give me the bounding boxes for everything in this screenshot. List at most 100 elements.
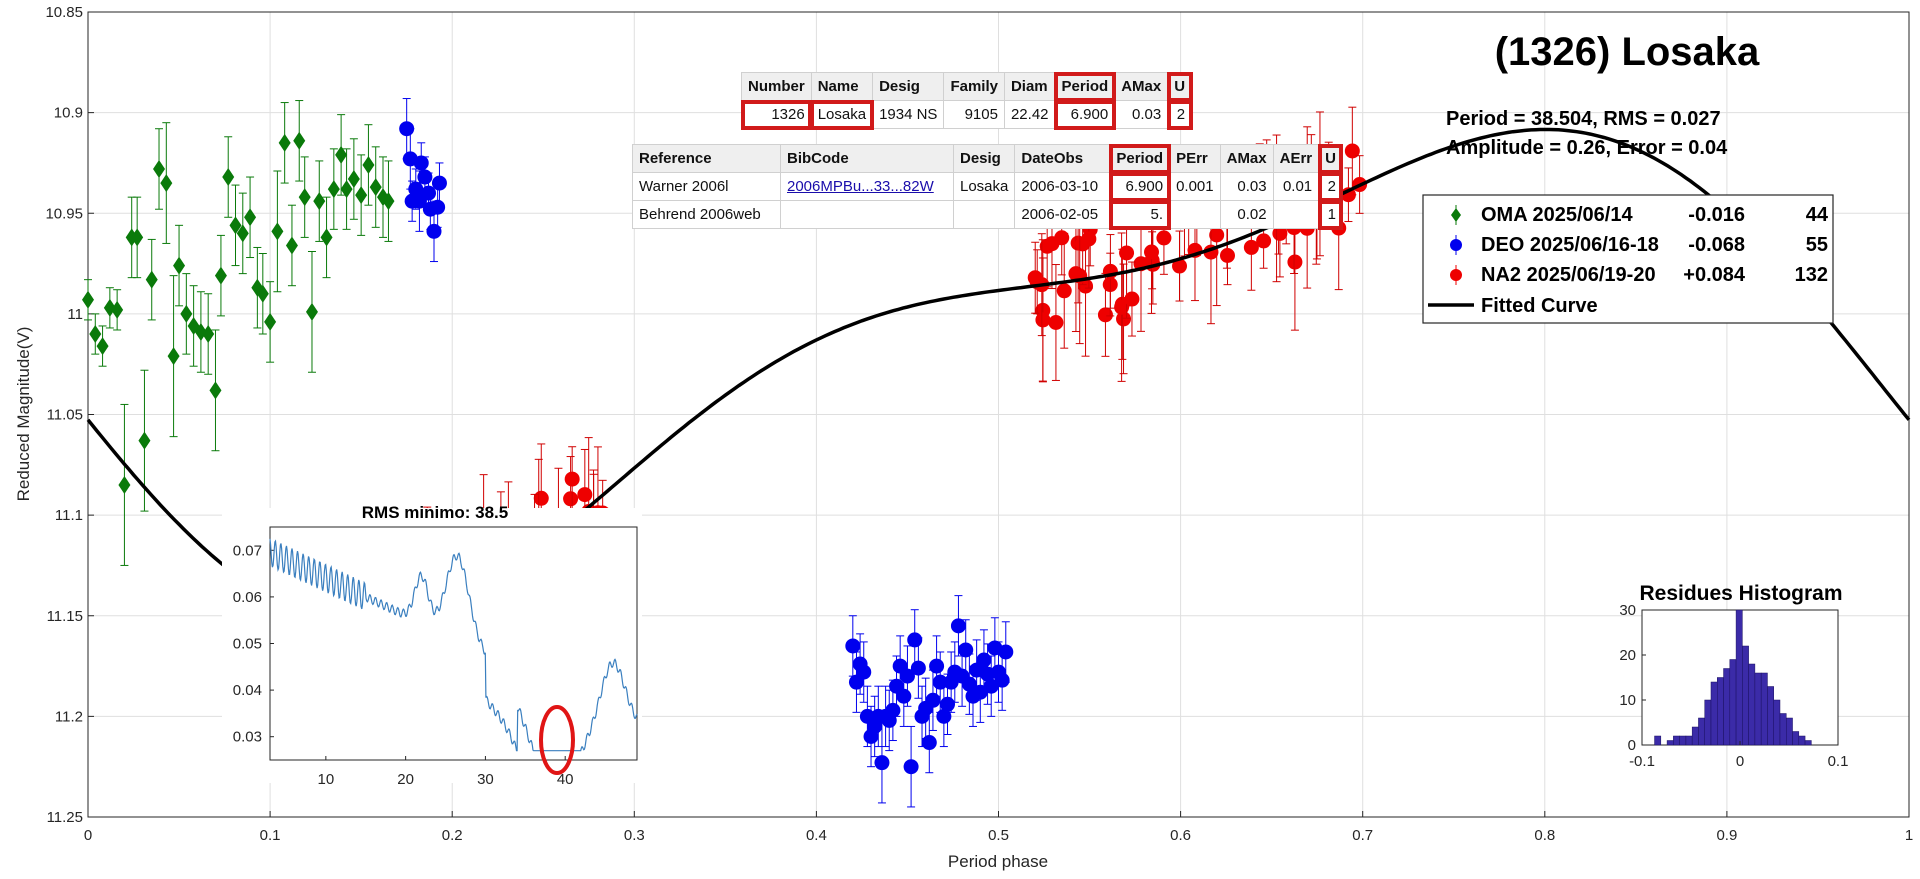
rms-y-tick-label: 0.04 [233, 682, 262, 699]
ref-cell-desig: Losaka [952, 172, 1016, 201]
cell-amax: 0.03 [1114, 100, 1169, 129]
data-point [998, 644, 1014, 660]
data-point [958, 642, 974, 658]
plot-area-border [87, 11, 1910, 818]
data-point [1116, 311, 1132, 327]
data-point [271, 222, 284, 241]
data-point [369, 178, 382, 197]
data-point [320, 228, 333, 247]
data-point [335, 145, 348, 164]
x-tick-label: 0.6 [1170, 827, 1191, 844]
data-point [1156, 230, 1172, 246]
legend-count-oma: 44 [1806, 204, 1829, 226]
ref-col-perr: PErr [1169, 144, 1221, 173]
ref-cell-aerr [1272, 200, 1320, 229]
data-point [1048, 314, 1064, 330]
rms-inset-ticks: 10 20 30 40 0.03 0.04 0.05 0.06 0.07 [233, 542, 574, 788]
x-tick-label: 0.4 [806, 827, 827, 844]
y-tick-labels: 10.85 10.9 10.95 11 11.05 11.1 11.15 11.2 11.25 [45, 4, 83, 826]
data-point [1097, 307, 1113, 323]
cell-diam: 22.42 [1003, 100, 1056, 129]
data-point [1143, 244, 1159, 260]
data-point [533, 490, 549, 506]
rms-inset: RMS minimo: 38.5 10 20 30 40 0.03 0.04 0.05 0.0… [222, 503, 642, 788]
ref-cell-bibcode [780, 200, 954, 229]
data-point [950, 618, 966, 634]
histogram-bar [1735, 609, 1743, 746]
data-point [1044, 236, 1060, 252]
data-point [1027, 270, 1043, 286]
data-point [293, 131, 306, 150]
x-tick-label: 0.8 [1534, 827, 1555, 844]
data-point [1119, 245, 1135, 261]
data-point [925, 692, 941, 708]
hist-x-tick-label: 0 [1736, 753, 1744, 770]
data-point [856, 664, 872, 680]
ref-cell-period: 6.900 [1108, 171, 1171, 202]
ref-cell-amax: 0.03 [1219, 172, 1274, 201]
ref-cell-perr [1169, 200, 1221, 229]
cell-number: 1326 [740, 99, 813, 130]
reference-row: Warner 2006l 2006MPBu...33...82W Losaka … [632, 171, 1344, 202]
histogram-bar [1698, 717, 1705, 746]
data-point [1256, 233, 1272, 249]
data-point [347, 170, 360, 189]
histogram-bar [1792, 731, 1800, 746]
data-point [1124, 291, 1140, 307]
data-point [111, 300, 124, 319]
hist-x-tick-label: -0.1 [1629, 753, 1655, 770]
data-point [340, 180, 353, 199]
data-point [167, 347, 180, 366]
col-period: Period [1054, 71, 1116, 102]
histogram-bar [1654, 735, 1662, 746]
data-point [845, 638, 861, 654]
histogram-bar [1742, 645, 1749, 746]
cell-u: 2 [1166, 99, 1193, 130]
data-point [983, 678, 999, 694]
data-point [1172, 258, 1188, 274]
asteroid-info-table: Number Name Desig Family Diam Period AMa… [740, 71, 1193, 130]
col-desig: Desig [872, 72, 945, 101]
ref-col-aerr: AErr [1272, 144, 1320, 173]
histogram-bar [1717, 677, 1724, 746]
data-point [426, 223, 442, 239]
data-point [940, 696, 956, 712]
ref-cell-dateobs: 2006-02-05 [1014, 200, 1111, 229]
ref-cell-dateobs: 2006-03-10 [1014, 172, 1111, 201]
y-tick-label: 11.1 [55, 507, 83, 524]
legend-label-fit: Fitted Curve [1481, 295, 1598, 317]
legend: OMA 2025/06/14 -0.016 44 DEO 2025/06/16-… [1422, 194, 1834, 324]
data-point [131, 228, 144, 247]
y-tick-label: 10.95 [45, 205, 83, 222]
x-tick-label: 0.3 [624, 827, 645, 844]
data-point [82, 290, 94, 309]
data-point [173, 256, 186, 275]
rms-x-tick-label: 10 [318, 771, 335, 788]
histogram-title: Residues Histogram [1639, 582, 1842, 605]
x-tick-label: 0.2 [442, 827, 463, 844]
bibcode-link[interactable]: 2006MPBu...33...82W [787, 178, 934, 195]
cell-family: 9105 [943, 100, 1005, 129]
hist-x-tick-label: 0.1 [1828, 753, 1849, 770]
data-point [413, 155, 429, 171]
data-point [929, 658, 945, 674]
data-point [1287, 254, 1303, 270]
data-point [278, 133, 291, 152]
ref-cell-aerr: 0.01 [1272, 172, 1320, 201]
data-point [327, 180, 340, 199]
x-axis-label: Period phase [948, 852, 1048, 871]
y-tick-label: 11.2 [55, 708, 83, 725]
ref-col-desig: Desig [952, 144, 1016, 173]
ref-col-amax: AMax [1219, 144, 1274, 173]
histogram-bar [1798, 735, 1806, 746]
histogram-bar [1748, 663, 1756, 746]
data-point [903, 759, 919, 775]
col-name: Name [810, 72, 874, 101]
data-point [885, 702, 901, 718]
rms-inset-title: RMS minimo: 38.5 [362, 503, 508, 522]
data-point [145, 270, 158, 289]
data-point [1035, 312, 1051, 328]
ref-col-dateobs: DateObs [1014, 144, 1111, 173]
y-tick-label: 11.15 [47, 608, 83, 625]
data-point [355, 186, 368, 205]
